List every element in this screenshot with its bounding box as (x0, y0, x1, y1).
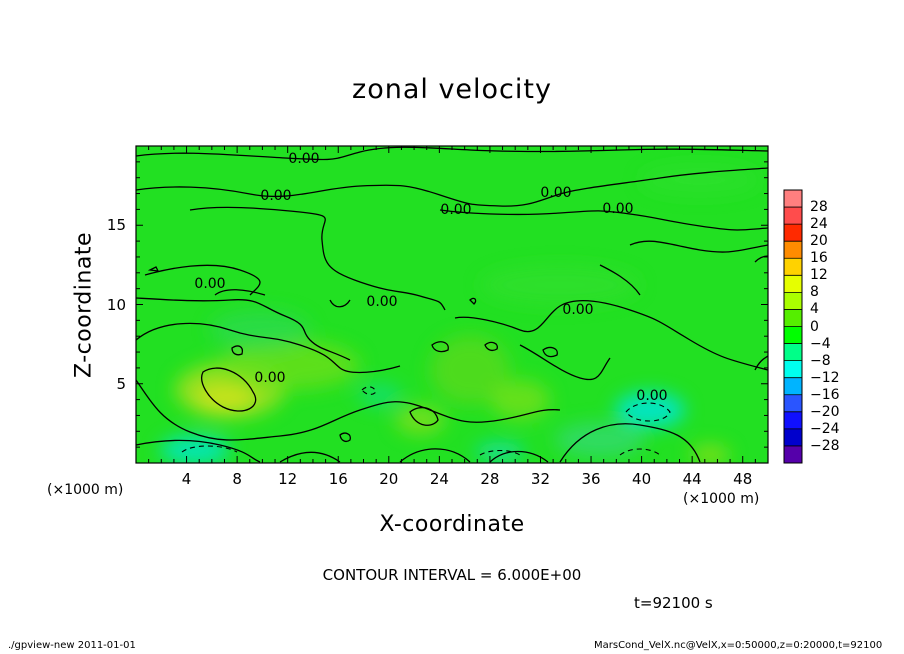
time-stamp: t=92100 s (634, 594, 713, 612)
contour-label: 0.00 (254, 370, 285, 386)
colorbar-segment (784, 275, 802, 293)
colorbar-segment (784, 207, 802, 225)
y-tick-label: 5 (116, 374, 126, 393)
x-tick-label: 44 (682, 470, 702, 488)
x-tick-label: 36 (581, 470, 601, 488)
x-tick-label: 28 (480, 470, 500, 488)
axis-ticks (136, 146, 768, 463)
contour-label: 0.00 (440, 202, 471, 218)
colorbar-label: −20 (810, 403, 840, 420)
x-unit-label-left: (×1000 m) (47, 482, 124, 498)
colorbar-label: 20 (810, 233, 828, 250)
colorbar-label: −28 (810, 437, 840, 454)
colorbar-segment (784, 241, 802, 259)
colorbar-segment (784, 343, 802, 362)
colorbar-label: 8 (810, 284, 819, 301)
colorbar-label: −4 (810, 335, 831, 352)
x-unit-label-right: (×1000 m) (683, 491, 760, 507)
x-tick-label: 20 (379, 470, 399, 488)
colorbar-segment (784, 309, 802, 327)
colorbar-label: 0 (810, 318, 819, 335)
chart-title: zonal velocity (352, 74, 552, 105)
colorbar-label: 24 (810, 216, 828, 233)
contour-label: 0.00 (194, 276, 225, 292)
colorbar-label: −24 (810, 420, 840, 437)
colorbar-label: −8 (810, 352, 831, 369)
colorbar-label: 28 (810, 199, 828, 216)
x-tick-label: 48 (733, 470, 753, 488)
x-tick-label: 40 (632, 470, 652, 488)
colorbar-segment (784, 377, 802, 396)
colorbar-segment (784, 445, 802, 464)
contour-interval-text: CONTOUR INTERVAL = 6.000E+00 (322, 566, 582, 584)
contour-labels: 0.00 0.00 0.00 0.00 0.00 0.00 0.00 0.00 0.00 0.00 (194, 151, 667, 404)
colorbar-label: 4 (810, 301, 819, 318)
contour-label: 0.00 (366, 294, 397, 310)
colorbar-segment (784, 394, 802, 413)
velocity-field: 0.00 0.00 0.00 0.00 0.00 0.00 0.00 0.00 0.00 0.00 (136, 146, 768, 463)
contour-label: 0.00 (636, 388, 667, 404)
x-axis-label: X-coordinate (379, 512, 525, 537)
contour-label: 0.00 (602, 201, 633, 217)
x-tick-label: 32 (530, 470, 551, 488)
colorbar-label: 16 (810, 250, 828, 267)
colorbar-segment (784, 326, 802, 345)
colorbar-frame (783, 189, 803, 464)
contour-label: 0.00 (540, 185, 571, 201)
x-tick-label: 24 (429, 470, 449, 488)
colorbar-segment (784, 411, 802, 430)
negative-contours (181, 386, 671, 456)
y-tick-label: 15 (106, 216, 126, 235)
colorbar-segment (784, 190, 802, 208)
footer-program-date: ./gpview-new 2011-01-01 (8, 640, 136, 651)
colorbar-segment (784, 258, 802, 276)
colorbar-segment (784, 292, 802, 310)
colorbar-segment (784, 360, 802, 379)
footer-data-source: MarsCond_VelX.nc@VelX,x=0:50000,z=0:2000… (594, 640, 883, 651)
x-tick-label: 12 (278, 470, 298, 488)
colorbar-label: −12 (810, 369, 840, 386)
colorbar-label: −16 (810, 386, 840, 403)
x-tick-label: 4 (181, 470, 192, 488)
y-tick-label: 10 (106, 295, 126, 314)
contour-label: 0.00 (562, 302, 593, 318)
colorbar-segment (784, 428, 802, 447)
colorbar-segment (784, 224, 802, 242)
contour-label: 0.00 (288, 151, 319, 167)
contour-label: 0.00 (260, 188, 291, 204)
x-tick-label: 8 (232, 470, 242, 488)
y-axis-label: Z-coordinate (71, 232, 97, 378)
colorbar (783, 189, 803, 464)
colorbar-label: 12 (810, 267, 828, 284)
x-tick-label: 16 (328, 470, 348, 488)
